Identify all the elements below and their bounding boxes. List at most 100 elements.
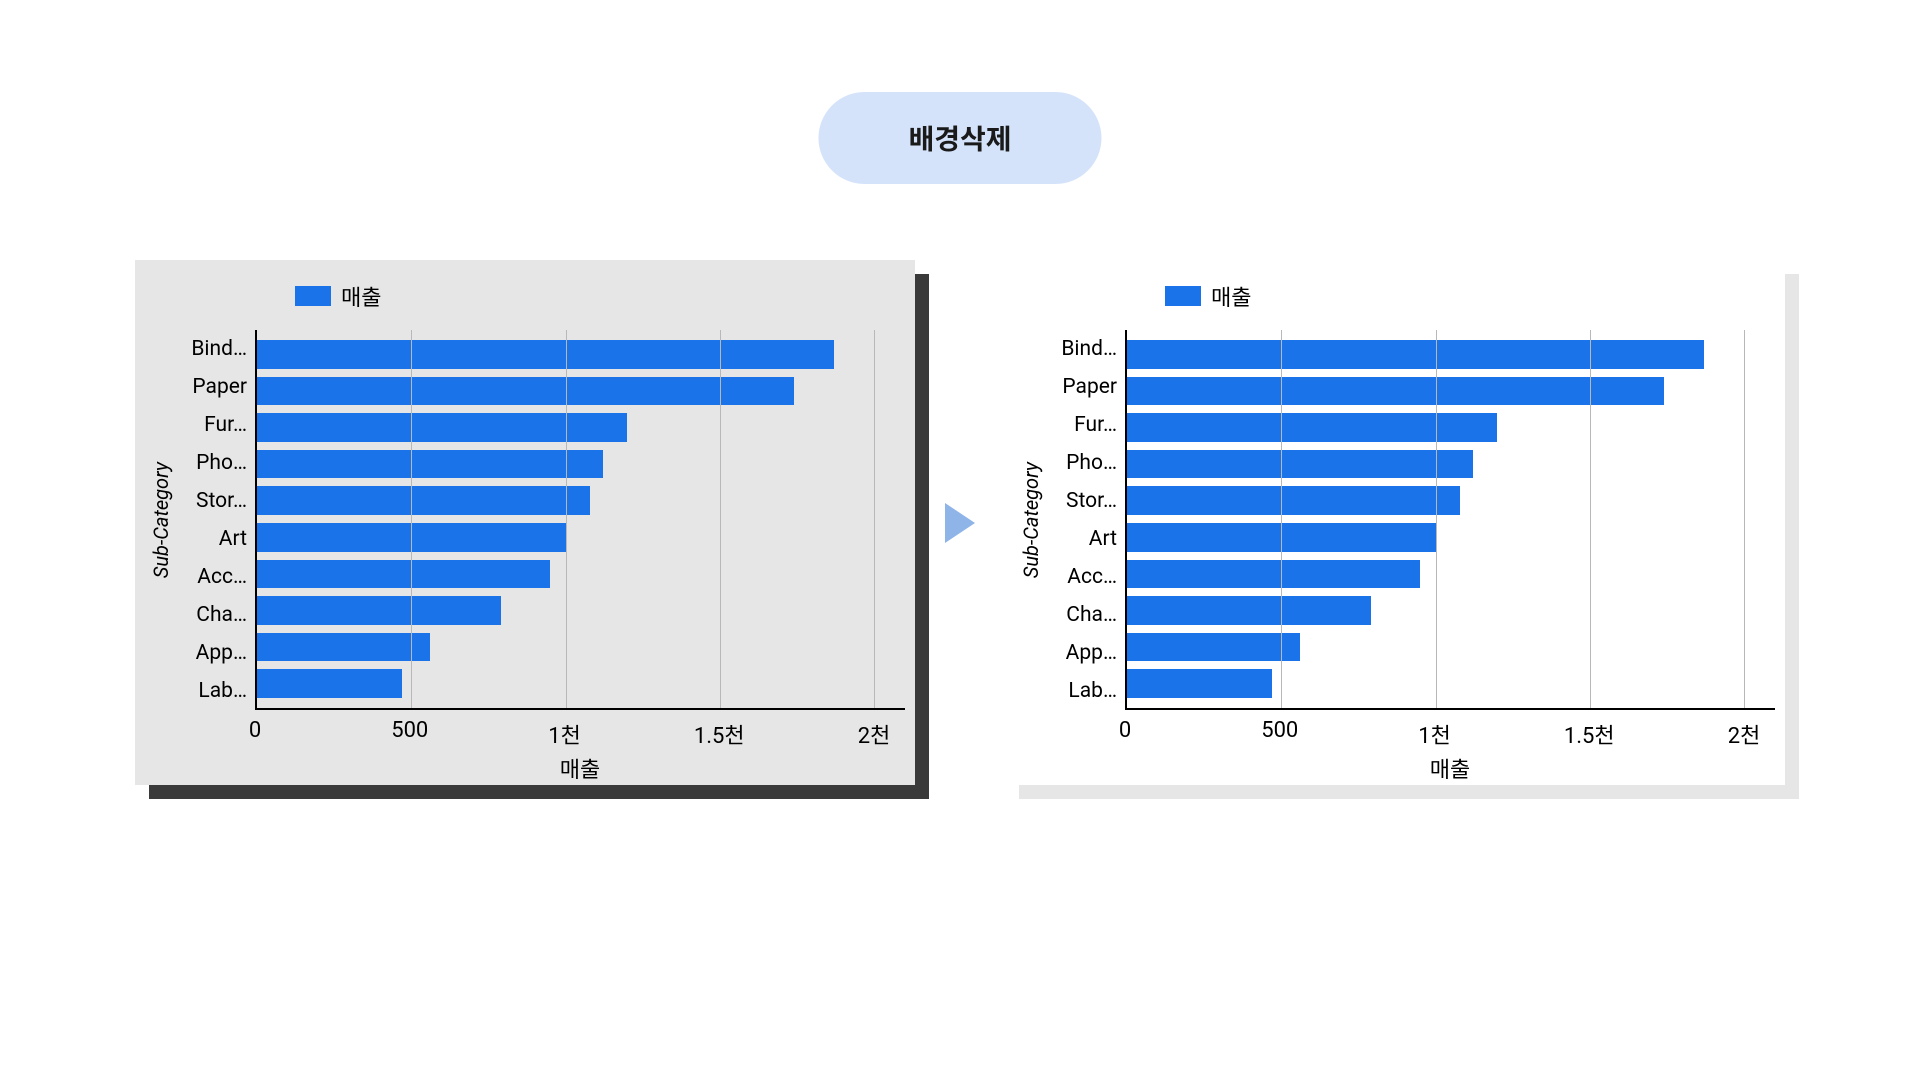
y-axis-category-label: Pho…	[1047, 444, 1125, 482]
charts-container: 매출 Sub-Category Bind…PaperFur…Pho…Stor…A…	[120, 260, 1800, 785]
y-axis-category-label: Paper	[177, 368, 255, 406]
bar	[1127, 413, 1497, 442]
bar-row	[1127, 629, 1775, 666]
bar-row	[257, 665, 905, 702]
y-axis-category-label: Stor…	[177, 482, 255, 520]
bar	[257, 413, 627, 442]
legend-swatch	[295, 286, 331, 306]
y-axis-category-label: Bind…	[1047, 330, 1125, 368]
gridline	[1436, 330, 1437, 708]
bar	[257, 377, 794, 406]
y-axis-category-label: Art	[177, 520, 255, 558]
y-axis-category-label: Acc…	[177, 558, 255, 596]
x-axis-tick-label: 2천	[1728, 718, 1761, 750]
chart-legend: 매출	[1165, 280, 1775, 312]
title-pill: 배경삭제	[818, 92, 1101, 184]
bar-row	[1127, 373, 1775, 410]
gridline	[566, 330, 567, 708]
bar	[1127, 486, 1460, 515]
y-axis-category-label: Fur…	[1047, 406, 1125, 444]
y-axis-category-label: Pho…	[177, 444, 255, 482]
x-axis-tick-label: 1천	[1418, 718, 1451, 750]
arrow-icon	[945, 503, 975, 543]
bar-row	[1127, 556, 1775, 593]
y-axis-category-label: Cha…	[177, 596, 255, 634]
x-axis: 05001천1.5천2천	[255, 710, 905, 750]
bars-group	[257, 330, 905, 708]
y-axis-category-label: Fur…	[177, 406, 255, 444]
bar-row	[1127, 482, 1775, 519]
bar	[257, 486, 590, 515]
x-axis-tick-label: 0	[249, 718, 261, 743]
bar	[1127, 596, 1371, 625]
bar	[1127, 340, 1704, 369]
x-axis-title: 매출	[1125, 752, 1775, 784]
bar	[257, 340, 834, 369]
x-axis: 05001천1.5천2천	[1125, 710, 1775, 750]
plot-area	[255, 330, 905, 710]
x-axis-tick-label: 2천	[858, 718, 891, 750]
bars-group	[1127, 330, 1775, 708]
bar	[1127, 669, 1272, 698]
chart-panel-before: 매출 Sub-Category Bind…PaperFur…Pho…Stor…A…	[135, 260, 915, 785]
bar-row	[1127, 665, 1775, 702]
gridline	[874, 330, 875, 708]
bar-row	[1127, 519, 1775, 556]
bar-row	[257, 336, 905, 373]
legend-label: 매출	[1211, 280, 1251, 312]
bar-row	[257, 592, 905, 629]
chart-surface-before: 매출 Sub-Category Bind…PaperFur…Pho…Stor…A…	[135, 260, 915, 785]
y-axis-category-label: Art	[1047, 520, 1125, 558]
y-axis-labels: Bind…PaperFur…Pho…Stor…ArtAcc…Cha…App…La…	[1047, 330, 1125, 710]
x-axis-tick-label: 500	[391, 718, 428, 743]
legend-label: 매출	[341, 280, 381, 312]
chart-legend: 매출	[295, 280, 905, 312]
gridline	[1744, 330, 1745, 708]
bar	[257, 633, 430, 662]
gridline	[1590, 330, 1591, 708]
y-axis-title: Sub-Category	[1015, 462, 1047, 578]
x-axis-tick-label: 1.5천	[694, 718, 745, 750]
chart-panel-after: 매출 Sub-Category Bind…PaperFur…Pho…Stor…A…	[1005, 260, 1785, 785]
bar	[257, 560, 550, 589]
bar-row	[257, 629, 905, 666]
bar	[1127, 560, 1420, 589]
chart-body: Sub-Category Bind…PaperFur…Pho…Stor…ArtA…	[145, 330, 905, 710]
x-axis-title: 매출	[255, 752, 905, 784]
chart-body: Sub-Category Bind…PaperFur…Pho…Stor…ArtA…	[1015, 330, 1775, 710]
y-axis-category-label: Bind…	[177, 330, 255, 368]
bar-row	[257, 482, 905, 519]
x-axis-tick-label: 500	[1261, 718, 1298, 743]
bar-row	[257, 446, 905, 483]
y-axis-category-label: Lab…	[177, 672, 255, 710]
bar-row	[257, 556, 905, 593]
bar-row	[257, 373, 905, 410]
bar-row	[257, 519, 905, 556]
bar-row	[1127, 592, 1775, 629]
y-axis-labels: Bind…PaperFur…Pho…Stor…ArtAcc…Cha…App…La…	[177, 330, 255, 710]
bar-row	[257, 409, 905, 446]
bar-row	[1127, 336, 1775, 373]
legend-swatch	[1165, 286, 1201, 306]
y-axis-category-label: App…	[177, 634, 255, 672]
bar	[1127, 633, 1300, 662]
y-axis-category-label: Cha…	[1047, 596, 1125, 634]
bar	[257, 596, 501, 625]
bar	[257, 450, 603, 479]
x-axis-tick-label: 1.5천	[1564, 718, 1615, 750]
bar	[1127, 450, 1473, 479]
bar-row	[1127, 409, 1775, 446]
bar	[257, 669, 402, 698]
y-axis-category-label: App…	[1047, 634, 1125, 672]
y-axis-category-label: Acc…	[1047, 558, 1125, 596]
bar	[1127, 377, 1664, 406]
gridline	[1281, 330, 1282, 708]
y-axis-category-label: Stor…	[1047, 482, 1125, 520]
chart-surface-after: 매출 Sub-Category Bind…PaperFur…Pho…Stor…A…	[1005, 260, 1785, 785]
gridline	[720, 330, 721, 708]
x-axis-tick-label: 1천	[548, 718, 581, 750]
x-axis-tick-label: 0	[1119, 718, 1131, 743]
y-axis-category-label: Paper	[1047, 368, 1125, 406]
y-axis-title: Sub-Category	[145, 462, 177, 578]
gridline	[411, 330, 412, 708]
